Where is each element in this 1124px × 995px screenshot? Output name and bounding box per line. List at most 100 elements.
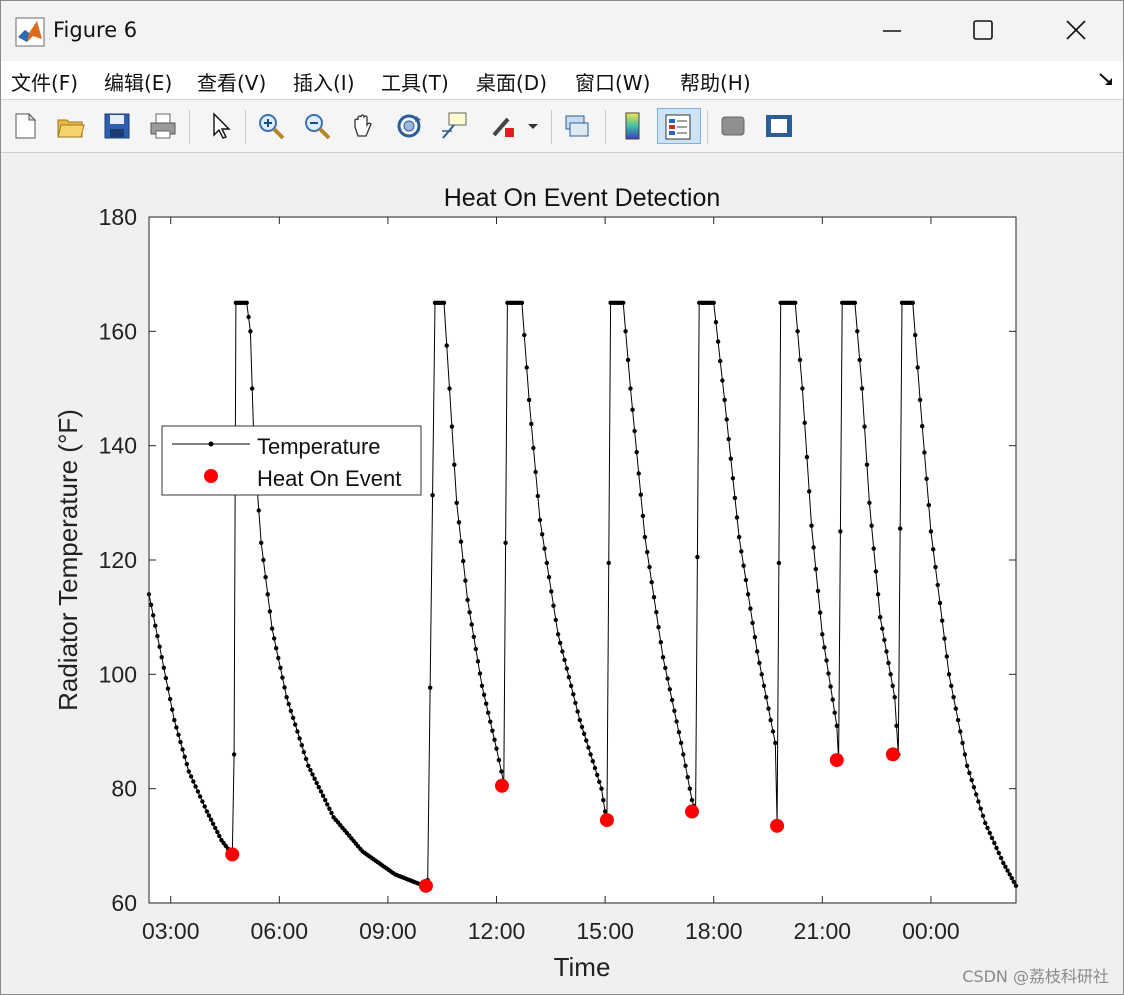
- temperature-point: [571, 692, 576, 697]
- temperature-point: [188, 774, 194, 779]
- temperature-point: [838, 529, 843, 534]
- temperature-point: [316, 785, 321, 790]
- temperature-point: [592, 765, 598, 771]
- title-bar[interactable]: Figure 6: [1, 1, 1123, 61]
- temperature-point: [540, 532, 545, 537]
- temperature-point: [971, 785, 977, 790]
- temperature-point: [689, 797, 695, 803]
- chart[interactable]: 60 80 100 120 140 160 180 03:00 06:00 09:00 12:00 1…: [1, 153, 1123, 995]
- menu-help[interactable]: 帮助(H): [680, 71, 751, 95]
- temperature-point: [745, 592, 751, 597]
- temperature-point: [776, 560, 782, 566]
- temperature-point: [987, 830, 992, 836]
- temperature-point: [182, 754, 187, 759]
- menu-desktop[interactable]: 桌面(D): [476, 71, 548, 95]
- menu-insert[interactable]: 插入(I): [293, 71, 355, 95]
- menu-tools[interactable]: 工具(T): [381, 71, 449, 95]
- legend[interactable]: Temperature Heat On Event: [161, 425, 422, 496]
- rotate-3d-button[interactable]: [391, 108, 427, 144]
- temperature-point: [678, 740, 684, 746]
- temperature-point: [864, 462, 870, 467]
- hide-tools-button[interactable]: [715, 108, 751, 144]
- close-button[interactable]: [1045, 9, 1109, 53]
- temperature-point: [467, 610, 472, 615]
- show-tools-button[interactable]: [761, 108, 797, 144]
- temperature-point: [828, 684, 833, 689]
- temperature-point: [441, 300, 447, 305]
- menu-file[interactable]: 文件(F): [11, 71, 79, 95]
- select-button[interactable]: [201, 108, 237, 144]
- temperature-point: [299, 743, 304, 748]
- temperature-point: [544, 560, 549, 566]
- temperature-point: [878, 615, 883, 620]
- temperature-point: [722, 397, 727, 403]
- temperature-point: [568, 683, 574, 688]
- temperature-point: [217, 833, 222, 839]
- temperature-point: [542, 546, 547, 551]
- temperature-point: [770, 729, 776, 734]
- temperature-point: [942, 636, 947, 641]
- temperature-point: [180, 747, 185, 752]
- temperature-point: [750, 620, 755, 626]
- temperature-point: [944, 654, 949, 659]
- toolbar-separator: [245, 110, 246, 144]
- temperature-point: [606, 560, 611, 566]
- temperature-point: [452, 462, 457, 467]
- temperature-point: [649, 580, 654, 585]
- new-figure-button[interactable]: [7, 108, 43, 144]
- dock-arrow-icon[interactable]: [1097, 70, 1115, 88]
- temperature-point: [857, 357, 862, 363]
- colorbar-button[interactable]: [615, 108, 651, 144]
- hide-tools-icon: [721, 116, 745, 136]
- print-button[interactable]: [145, 108, 181, 144]
- minimize-button[interactable]: [861, 9, 925, 53]
- temperature-point: [272, 636, 277, 641]
- temperature-point: [161, 665, 166, 670]
- temperature-point: [475, 659, 481, 664]
- temperature-point: [862, 424, 867, 429]
- temperature-point: [996, 850, 1001, 856]
- link-plot-button[interactable]: [559, 108, 595, 144]
- brush-button[interactable]: [485, 108, 521, 144]
- temperature-point: [191, 779, 196, 784]
- temperature-point: [651, 595, 657, 600]
- temperature-point: [562, 657, 567, 663]
- maximize-button[interactable]: [951, 9, 1015, 53]
- temperature-point: [546, 575, 552, 580]
- heat-on-event-point: [494, 778, 509, 793]
- temperature-point: [159, 655, 164, 660]
- temperature-point: [210, 821, 216, 826]
- temperature-point: [917, 397, 923, 403]
- temperature-point: [250, 386, 255, 391]
- figure-canvas[interactable]: 60 80 100 120 140 160 180 03:00 06:00 09:00 12:00 1…: [1, 153, 1123, 995]
- menu-edit[interactable]: 编辑(E): [104, 71, 173, 95]
- temperature-point: [807, 489, 812, 494]
- menu-view[interactable]: 查看(V): [197, 71, 267, 95]
- temperature-point: [795, 329, 800, 334]
- zoom-in-button[interactable]: [253, 108, 289, 144]
- temperature-point: [274, 646, 279, 651]
- minimize-icon: [883, 30, 901, 32]
- open-file-button[interactable]: [53, 108, 89, 144]
- temperature-point: [935, 582, 940, 588]
- temperature-point: [479, 683, 485, 688]
- temperature-point: [913, 332, 918, 338]
- brush-dropdown[interactable]: [523, 108, 541, 144]
- pan-button[interactable]: [345, 108, 381, 144]
- temperature-point: [602, 809, 608, 814]
- temperature-point: [522, 332, 527, 338]
- save-button[interactable]: [99, 108, 135, 144]
- zoom-out-button[interactable]: [299, 108, 335, 144]
- y-tick-label: 80: [111, 776, 137, 802]
- legend-button[interactable]: [657, 108, 701, 144]
- temperature-point: [739, 549, 744, 554]
- menu-window[interactable]: 窗口(W): [575, 71, 651, 95]
- temperature-point: [519, 300, 525, 305]
- data-cursor-button[interactable]: [437, 108, 473, 144]
- temperature-point: [638, 492, 643, 497]
- temperature-point: [259, 540, 264, 545]
- temperature-point: [886, 660, 891, 666]
- temperature-point: [575, 709, 580, 714]
- temperature-point: [469, 622, 474, 627]
- temperature-point: [167, 696, 173, 702]
